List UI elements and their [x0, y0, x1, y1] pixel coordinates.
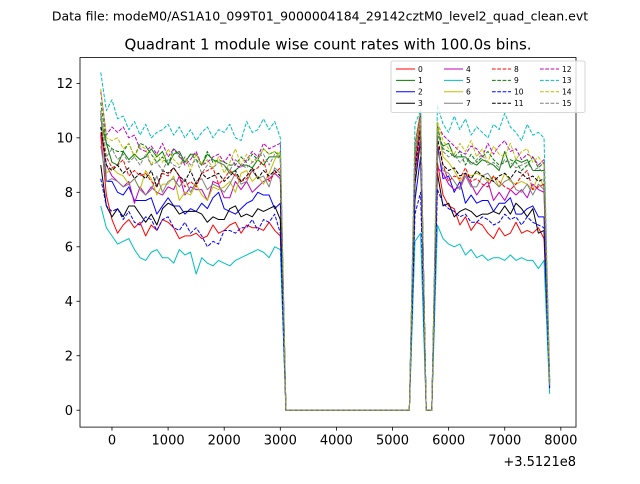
- y-tick-label: 4: [65, 295, 73, 310]
- x-tick-label: 4000: [320, 434, 353, 449]
- legend-label-9: 9: [514, 76, 519, 85]
- x-tick-label: 3000: [264, 434, 297, 449]
- chart-title: Quadrant 1 module wise count rates with …: [124, 36, 531, 54]
- series-line-11: [100, 126, 551, 411]
- x-tick-label: 5000: [376, 434, 409, 449]
- y-tick-label: 6: [65, 240, 73, 255]
- series-line-12: [100, 91, 551, 411]
- series-line-14: [100, 88, 551, 411]
- legend-label-13: 13: [562, 76, 572, 85]
- series-layer: [100, 72, 551, 411]
- legend-label-3: 3: [418, 99, 423, 108]
- legend-label-12: 12: [562, 65, 572, 74]
- series-line-8: [100, 121, 551, 411]
- plot-area-background: [80, 57, 576, 428]
- y-tick-label: 12: [56, 77, 73, 92]
- legend-label-11: 11: [514, 99, 524, 108]
- legend-label-14: 14: [562, 88, 572, 97]
- legend-label-1: 1: [418, 76, 423, 85]
- series-line-15: [100, 110, 551, 411]
- x-tick-label: 8000: [544, 434, 577, 449]
- series-line-1: [100, 112, 551, 411]
- x-offset-label: +3.5121e8: [503, 455, 576, 470]
- legend-label-0: 0: [418, 65, 423, 74]
- y-tick-label: 8: [65, 186, 73, 201]
- series-line-9: [100, 102, 551, 411]
- y-tick-label: 0: [65, 404, 73, 419]
- legend-label-10: 10: [514, 88, 524, 97]
- legend-label-4: 4: [466, 65, 471, 74]
- series-line-13: [100, 72, 551, 411]
- series-line-5: [100, 205, 551, 411]
- x-tick-label: 2000: [208, 434, 241, 449]
- y-tick-label: 2: [65, 349, 73, 364]
- chart-supertitle: Data file: modeM0/AS1A10_099T01_90000041…: [52, 9, 588, 24]
- legend-label-6: 6: [466, 88, 471, 97]
- x-tick-label: 7000: [488, 434, 521, 449]
- series-line-4: [100, 132, 551, 411]
- x-tick-label: 6000: [432, 434, 465, 449]
- series-line-10: [100, 178, 551, 411]
- y-tick-label: 10: [56, 131, 73, 146]
- plot-frame: [79, 57, 577, 428]
- legend-label-7: 7: [466, 99, 471, 108]
- x-tick-label: 1000: [152, 434, 185, 449]
- legend-label-15: 15: [562, 99, 572, 108]
- axis-layer: 0 1000 2000 3000 4000 5000 6000 7000 8000 0 2 4 6 8 10…: [56, 77, 577, 449]
- legend-label-2: 2: [418, 88, 423, 97]
- legend-label-8: 8: [514, 65, 519, 74]
- x-tick-label: 0: [108, 434, 116, 449]
- series-line-3: [100, 140, 551, 411]
- legend-box: [390, 60, 586, 113]
- legend-label-5: 5: [466, 76, 471, 85]
